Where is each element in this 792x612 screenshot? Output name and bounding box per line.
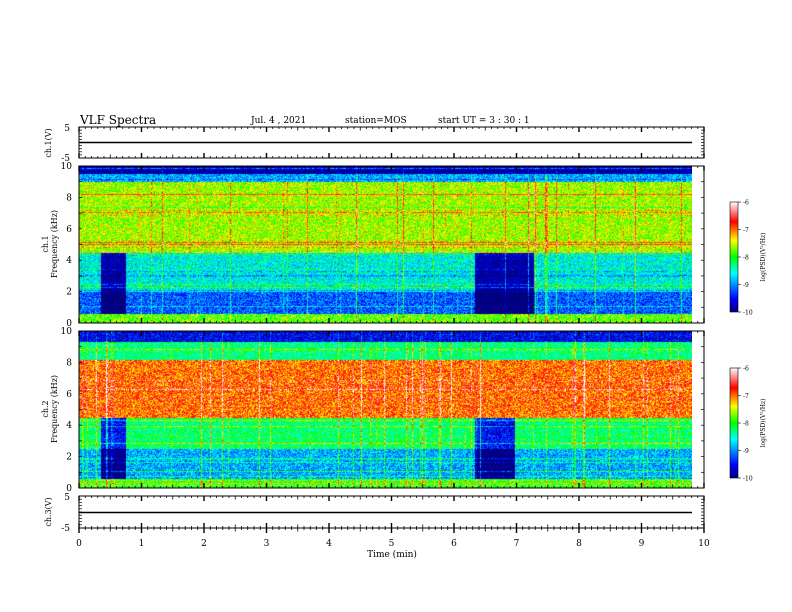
x-tick-label: 4 [326,539,332,549]
ch1-spectrogram-panel: 0 2 4 6 8 10 ch.1 Frequency (kHz) [41,162,705,329]
ch2-spectrogram-image [79,331,692,488]
colorbar-tick-label: -10 [743,310,753,317]
ch1-colorbar-label: log(PSD)(V²/Hz) [760,233,767,282]
ch2-colorbar-gradient [729,367,739,479]
y-tick-label: 8 [66,358,72,368]
ch2-spectrogram-ylabel-channel: ch.2 [41,400,50,417]
x-tick-label: 8 [576,539,582,549]
x-tick-label: 6 [451,539,457,549]
colorbar-tick-label: -9 [743,282,749,289]
ch3-waveform-ticks [78,495,705,533]
x-tick-label: 0 [76,539,82,549]
station-label: station=MOS [345,116,407,126]
ch3-waveform-ylabel: ch.3(V) [44,497,53,526]
ch2-spectrogram-ticks [78,330,705,489]
date-label: Jul. 4 , 2021 [250,116,306,126]
y-tick-label: 8 [66,193,72,203]
ch1-colorbar: -6 -7 -8 -9 -10 log(PSD)(V²/Hz) [729,200,767,317]
x-tick-label: 9 [639,539,645,549]
colorbar-tick-label: -8 [743,421,749,428]
x-tick-label: 1 [139,539,145,549]
colorbar-tick-label: -7 [743,227,749,234]
x-axis-label: Time (min) [367,549,417,560]
y-tick-label: 2 [66,288,72,298]
x-tick-label: 2 [201,539,207,549]
ch1-waveform-ytick-top: 5 [64,124,70,134]
ch1-waveform-ylabel: ch.1(V) [44,128,53,157]
ch2-colorbar-ticks: -6 -7 -8 -9 -10 [738,366,753,483]
start-time-label: start UT = 3 : 30 : 1 [438,116,530,126]
ch1-spectrogram-ylabel: Frequency (kHz) [50,210,59,278]
x-tick-label: 5 [389,539,395,549]
ch3-waveform-ytick-bottom: -5 [61,524,70,534]
y-tick-label: 6 [66,225,72,235]
ch2-colorbar: -6 -7 -8 -9 -10 log(PSD)(V²/Hz) [729,366,767,483]
colorbar-tick-label: -7 [743,393,749,400]
y-tick-label: 10 [61,162,73,172]
ch1-colorbar-ticks: -6 -7 -8 -9 -10 [738,200,753,317]
ch1-waveform-ytick-bottom: -5 [61,154,70,164]
ch1-spectrogram-ylabel-channel: ch.1 [41,235,50,252]
ch2-colorbar-label: log(PSD)(V²/Hz) [760,399,767,448]
x-tick-label: 10 [698,539,710,549]
x-tick-label: 7 [514,539,520,549]
colorbar-tick-label: -8 [743,255,749,262]
ch1-colorbar-gradient [729,201,739,313]
ch2-spectrogram-ylabel: Frequency (kHz) [50,375,59,443]
ch1-waveform-panel: 5 -5 ch.1(V) [44,124,705,164]
y-tick-label: 10 [61,327,73,337]
y-tick-label: 0 [66,319,72,329]
chart-title: VLF Spectra [79,113,156,127]
colorbar-tick-label: -6 [743,200,749,207]
y-tick-label: 4 [66,256,72,266]
x-tick-label: 3 [264,539,270,549]
ch1-spectrogram-ticks [78,165,705,324]
ch1-spectrogram-yticks: 0 2 4 6 8 10 [61,162,73,329]
colorbar-tick-label: -6 [743,366,749,373]
y-tick-label: 4 [66,421,72,431]
ch3-waveform-ytick-top: 5 [64,493,70,503]
ch3-waveform-panel: 5 -5 ch.3(V) [44,493,705,534]
x-axis-tick-labels: 0 1 2 3 4 5 6 7 8 9 10 [76,539,710,549]
colorbar-tick-label: -10 [743,476,753,483]
y-tick-label: 0 [66,484,72,494]
colorbar-tick-label: -9 [743,448,749,455]
ch1-waveform-ticks [78,126,705,159]
y-tick-label: 2 [66,453,72,463]
y-tick-label: 6 [66,390,72,400]
ch2-spectrogram-panel: 0 2 4 6 8 10 ch.2 Frequency (kHz) [41,327,705,494]
ch2-spectrogram-yticks: 0 2 4 6 8 10 [61,327,73,494]
ch1-spectrogram-image [79,166,692,323]
